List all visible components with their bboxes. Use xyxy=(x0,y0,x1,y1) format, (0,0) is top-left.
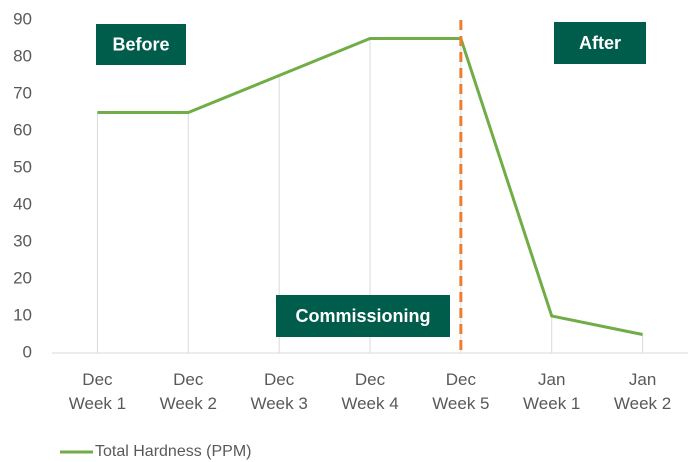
x-tick-label-line: Week 1 xyxy=(69,394,126,413)
annotation-box xyxy=(276,295,450,337)
y-tick-label: 50 xyxy=(13,157,32,176)
y-tick-label: 80 xyxy=(13,46,32,65)
x-tick-label-line: Dec xyxy=(446,370,477,389)
x-tick-label: Dec Week 1 xyxy=(69,370,126,413)
y-tick-label: 30 xyxy=(13,231,32,250)
y-tick-label: 60 xyxy=(13,120,32,139)
x-tick-label: Dec Week 2 xyxy=(160,370,217,413)
x-tick-label-line: Week 2 xyxy=(614,394,671,413)
y-tick-label: 0 xyxy=(23,342,32,361)
x-tick-label: Dec Week 4 xyxy=(341,370,398,413)
annotation-box xyxy=(554,22,646,64)
x-tick-label: Dec Week 3 xyxy=(250,370,307,413)
x-tick-label-line: Jan xyxy=(629,370,656,389)
y-tick-label: 20 xyxy=(13,268,32,287)
x-tick-label-line: Dec xyxy=(355,370,386,389)
series-line xyxy=(97,37,643,336)
annotation-text: Commissioning xyxy=(295,306,430,326)
annotation-text: After xyxy=(579,33,621,53)
y-tick-label: 40 xyxy=(13,194,32,213)
x-tick-label-line: Dec xyxy=(173,370,204,389)
x-tick-label-line: Dec xyxy=(82,370,113,389)
legend-label: Total Hardness (PPM) xyxy=(95,443,252,460)
x-tick-label-line: Dec xyxy=(264,370,295,389)
annotation-box xyxy=(96,24,186,65)
y-tick-label: 90 xyxy=(13,9,32,28)
y-tick-label: 10 xyxy=(13,305,32,324)
x-tick-label-line: Week 5 xyxy=(432,394,489,413)
y-tick-label: 70 xyxy=(13,83,32,102)
x-tick-label-line: Jan xyxy=(538,370,565,389)
x-tick-label-line: Week 4 xyxy=(341,394,398,413)
x-tick-label-line: Week 3 xyxy=(250,394,307,413)
x-tick-label: Dec Week 5 xyxy=(432,370,489,413)
annotation-text: Before xyxy=(112,34,169,54)
x-tick-label: Jan Week 1 xyxy=(523,370,580,413)
x-tick-label-line: Week 2 xyxy=(160,394,217,413)
x-tick-label-line: Week 1 xyxy=(523,394,580,413)
x-tick-label: Jan Week 2 xyxy=(614,370,671,413)
